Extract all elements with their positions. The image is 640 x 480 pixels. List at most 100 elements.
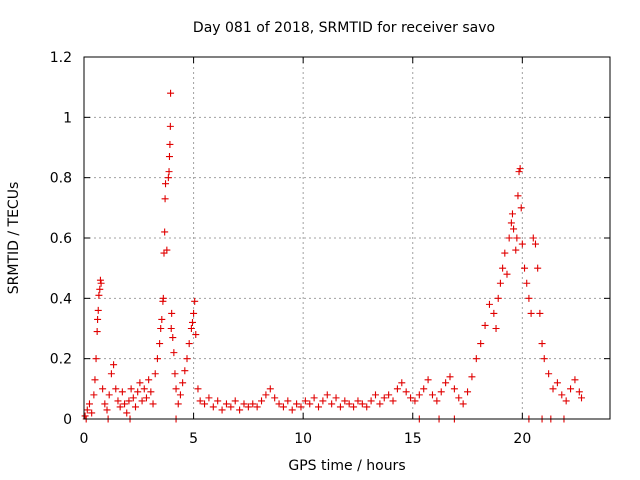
data-point: [227, 403, 235, 411]
data-point: [567, 385, 575, 393]
data-point: [516, 165, 524, 173]
data-point: [171, 370, 179, 378]
data-point: [249, 400, 257, 408]
data-point: [407, 394, 415, 402]
data-point: [393, 385, 401, 393]
data-point: [540, 355, 548, 363]
data-point: [214, 397, 222, 405]
data-point: [164, 174, 172, 182]
data-point: [236, 406, 244, 414]
data-point: [503, 270, 511, 278]
y-tick-label: 0.2: [50, 352, 72, 368]
data-point: [125, 397, 133, 405]
data-point: [218, 406, 226, 414]
data-point: [315, 403, 323, 411]
data-point: [258, 397, 266, 405]
data-point: [411, 397, 419, 405]
data-point: [192, 331, 200, 339]
data-point: [549, 385, 557, 393]
data-point: [112, 385, 120, 393]
data-point: [323, 391, 331, 399]
data-point: [301, 397, 309, 405]
data-point: [244, 403, 252, 411]
x-tick-label: 15: [404, 431, 422, 447]
data-point: [553, 379, 561, 387]
data-point: [181, 367, 189, 375]
data-point: [158, 315, 166, 323]
data-point: [127, 385, 135, 393]
data-point: [231, 397, 239, 405]
data-point: [170, 349, 178, 357]
data-point: [157, 325, 165, 332]
data-point: [149, 400, 157, 408]
x-tick-labels: 0 5 10 15 20: [80, 431, 532, 447]
data-point: [367, 397, 375, 405]
data-point: [354, 397, 362, 405]
data-point: [279, 403, 287, 411]
data-point: [415, 391, 423, 399]
data-point: [209, 403, 217, 411]
data-point: [455, 394, 463, 402]
data-point: [151, 370, 159, 378]
data-point: [529, 234, 537, 242]
data-point: [83, 406, 91, 414]
data-point: [138, 397, 146, 405]
data-point: [446, 373, 454, 381]
data-point: [472, 355, 480, 363]
data-point: [345, 400, 353, 408]
data-point: [398, 379, 406, 387]
data-point: [94, 315, 102, 323]
data-point: [183, 355, 191, 363]
y-axis-label: SRMTID / TECUs: [6, 182, 22, 295]
data-point: [172, 385, 180, 393]
data-point: [88, 409, 96, 417]
data-point: [169, 334, 177, 342]
data-point: [90, 391, 98, 399]
data-point: [166, 122, 174, 130]
data-point: [153, 355, 161, 363]
data-point: [205, 394, 213, 402]
data-point: [328, 400, 336, 408]
data-point: [121, 400, 129, 408]
data-point: [116, 403, 124, 411]
data-point: [468, 373, 476, 381]
data-point: [103, 406, 111, 414]
data-point: [538, 340, 546, 348]
data-point: [350, 403, 358, 411]
data-point: [505, 234, 513, 242]
data-point: [161, 195, 169, 203]
data-point: [571, 376, 579, 384]
data-point: [288, 406, 296, 414]
data-point: [91, 376, 99, 384]
data-point: [380, 394, 388, 402]
data-point: [284, 397, 292, 405]
data-point: [101, 400, 109, 408]
data-point: [134, 388, 142, 396]
data-point: [442, 379, 450, 387]
data-point: [428, 391, 436, 399]
data-point: [147, 388, 155, 396]
data-point: [162, 180, 170, 188]
data-point: [525, 294, 533, 302]
x-axis-label: GPS time / hours: [288, 458, 405, 474]
data-point: [191, 297, 199, 305]
data-point: [142, 394, 150, 402]
data-point: [310, 394, 318, 402]
data-point: [253, 403, 261, 411]
data-point: [123, 409, 131, 417]
data-point: [433, 397, 441, 405]
data-point: [481, 321, 489, 329]
data-point: [145, 376, 153, 384]
y-tick-label: 0.8: [50, 171, 72, 187]
data-point: [159, 294, 167, 302]
data-point: [95, 291, 103, 299]
data-point: [165, 153, 173, 161]
data-point: [167, 89, 175, 97]
data-point: [174, 400, 182, 408]
data-point: [271, 394, 279, 402]
data-point: [165, 168, 173, 176]
data-point: [512, 246, 520, 254]
y-tick-labels: 0 0.2 0.4 0.6 0.8 1 1.2: [50, 50, 72, 428]
data-point: [341, 397, 349, 405]
